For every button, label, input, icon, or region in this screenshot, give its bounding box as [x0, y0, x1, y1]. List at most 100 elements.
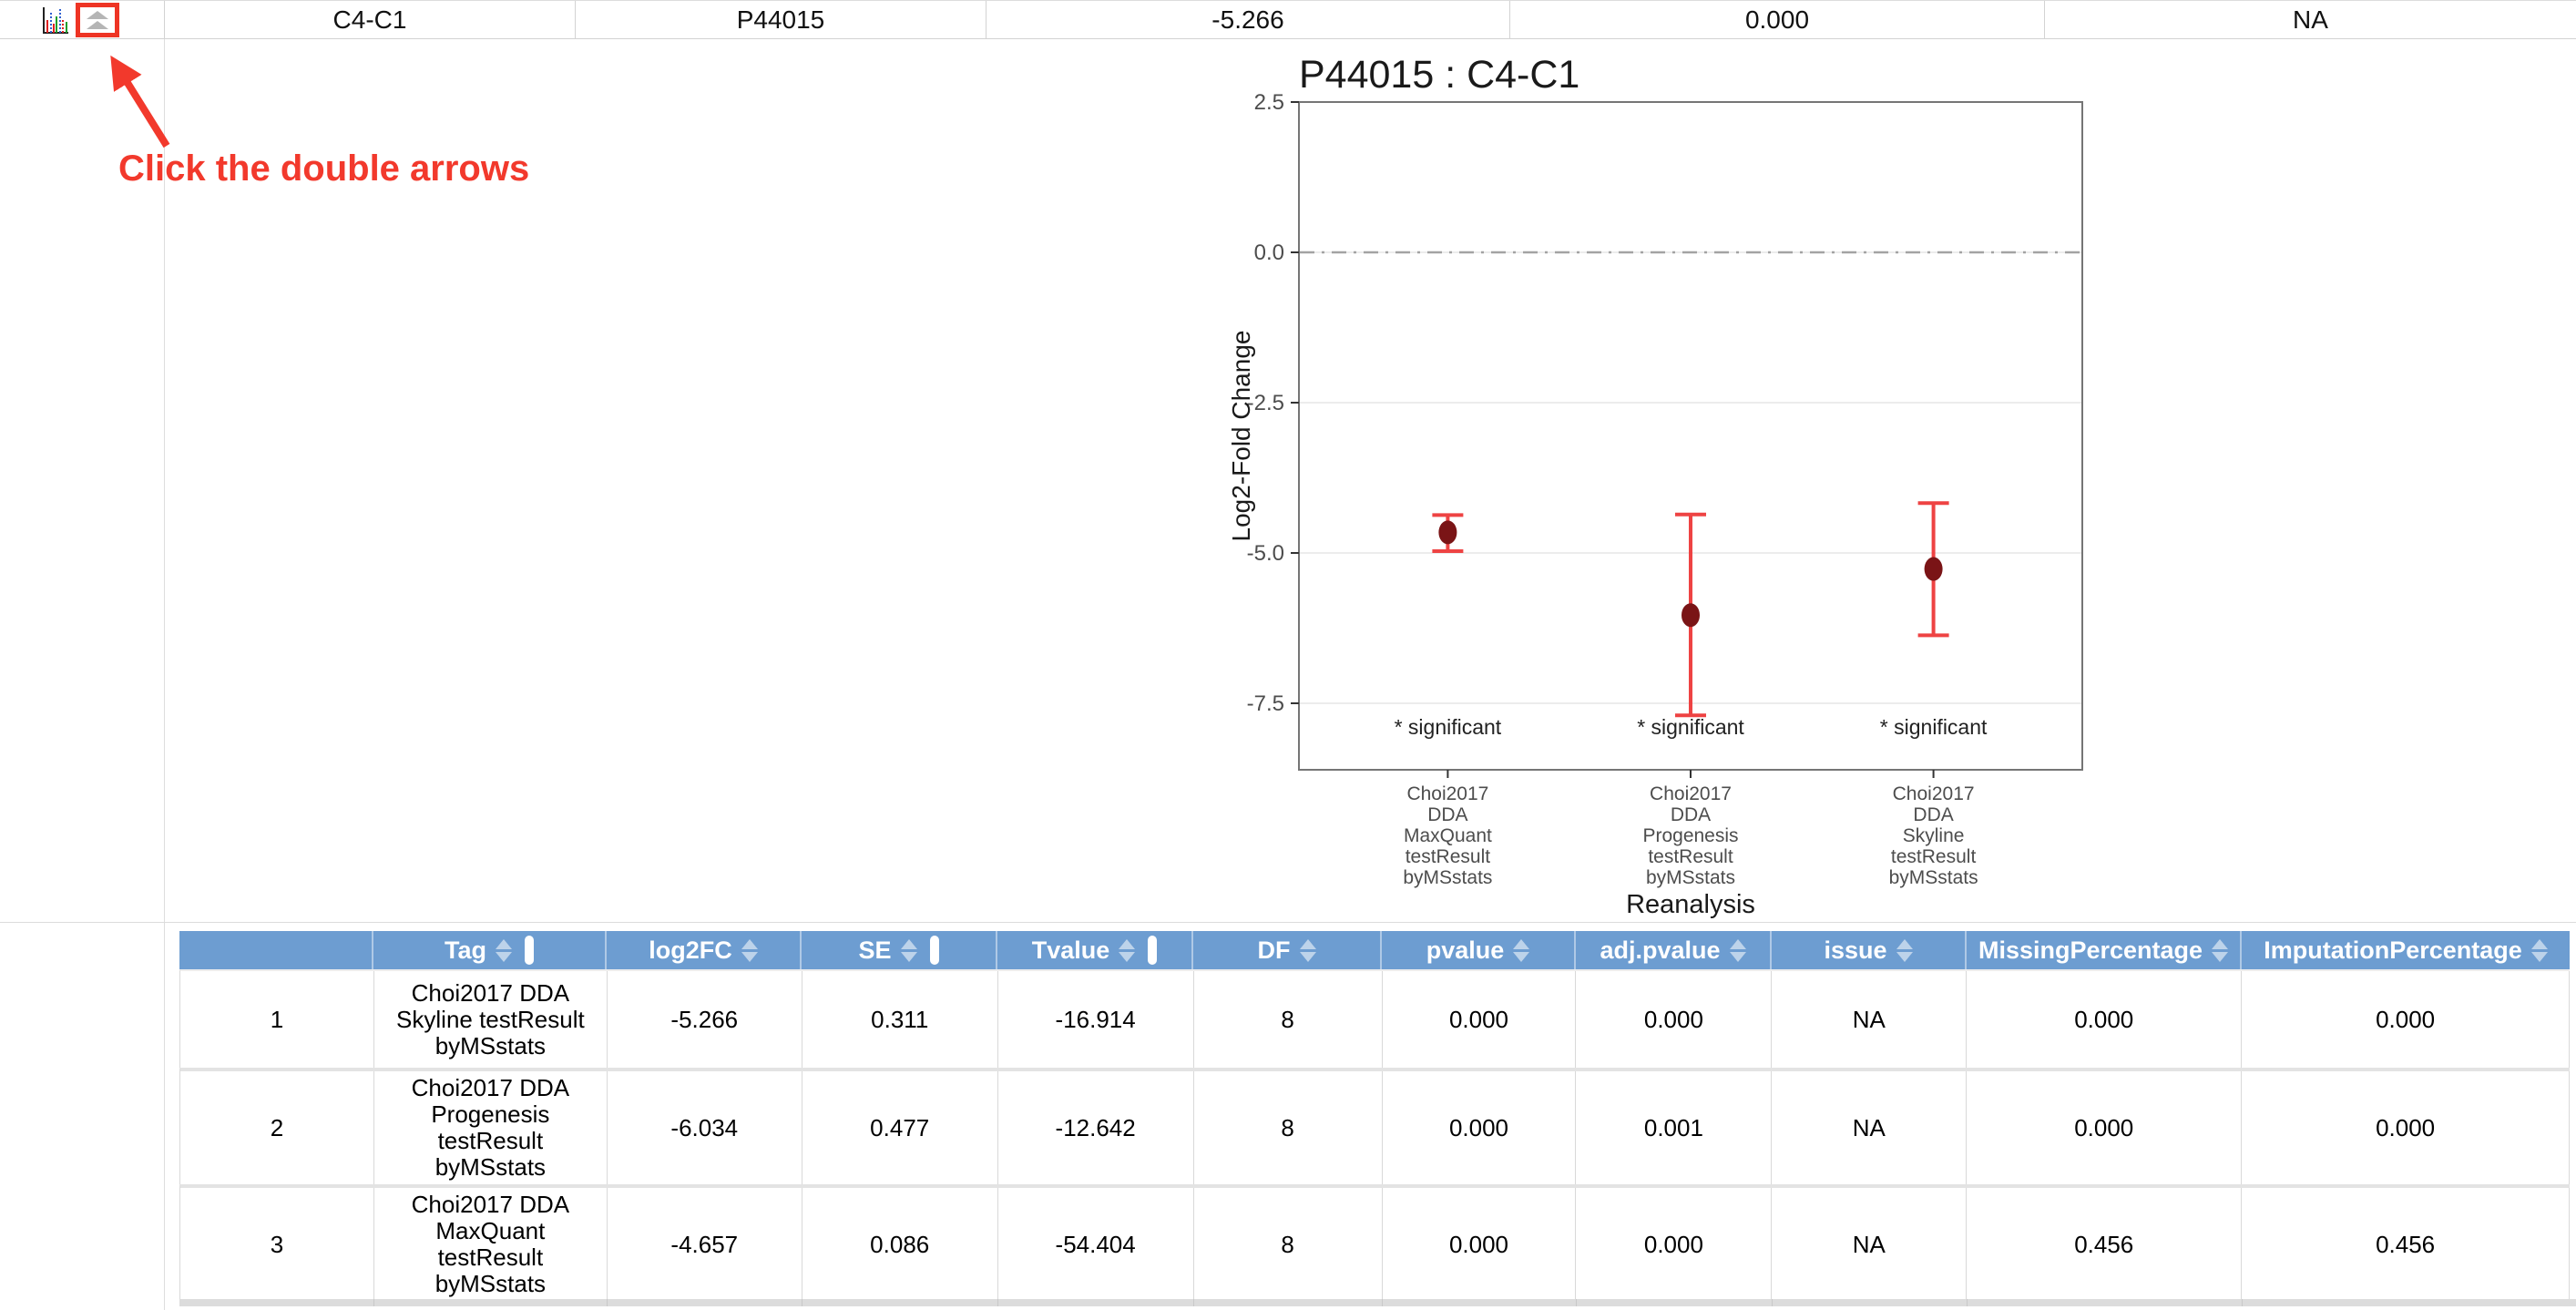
x-tick-label: MaxQuant	[1404, 825, 1492, 846]
cell-pvalue: 0.000	[1383, 1188, 1577, 1301]
x-tick-label: DDA	[1671, 804, 1711, 825]
cell-log2fc: -6.034	[608, 1071, 802, 1184]
sort-arrows-icon[interactable]	[741, 938, 758, 962]
plot-panel-border	[1298, 101, 2083, 771]
cell-tag: Choi2017 DDA MaxQuant testResult byMSsta…	[374, 1188, 608, 1301]
results-table-body: 1 Choi2017 DDA Skyline testResult byMSsta…	[179, 969, 2571, 1301]
cell-df: 8	[1194, 971, 1383, 1068]
column-header-label: issue	[1824, 936, 1887, 964]
selected-row-summary[interactable]: C4-C1 P44015 -5.266 0.000 NA	[0, 0, 2576, 39]
x-tick-label: testResult	[1891, 846, 1977, 867]
summary-cell-log2fc: -5.266	[986, 1, 1510, 38]
cell-issue: NA	[1772, 1188, 1968, 1301]
cell-missing_pct: 0.000	[1967, 1071, 2243, 1184]
next-section-bar	[179, 1299, 2576, 1306]
x-tick-label: byMSstats	[1646, 867, 1735, 888]
column-header-missingpercentage[interactable]: MissingPercentage	[1967, 931, 2242, 969]
cell-tvalue: -12.642	[998, 1071, 1194, 1184]
table-row[interactable]: 1 Choi2017 DDA Skyline testResult byMSsta…	[179, 969, 2571, 1068]
header-divider-bar	[1148, 936, 1158, 965]
summary-cell-icons	[0, 1, 165, 38]
column-header-issue[interactable]: issue	[1772, 931, 1967, 969]
y-tick-label: -2.5	[1247, 391, 1284, 415]
sort-arrows-icon[interactable]	[1119, 938, 1136, 962]
significance-label: * significant	[1395, 715, 1502, 739]
cell-se: 0.311	[802, 971, 998, 1068]
cell-missing_pct: 0.456	[1967, 1188, 2243, 1301]
cell-log2fc: -5.266	[608, 971, 802, 1068]
expand-row-button[interactable]	[76, 2, 119, 37]
cell-pvalue: 0.000	[1383, 1071, 1577, 1184]
column-header-pvalue[interactable]: pvalue	[1382, 931, 1576, 969]
y-tick-label: -7.5	[1247, 691, 1284, 716]
summary-cell-protein: P44015	[576, 1, 986, 38]
cell-se: 0.086	[802, 1188, 998, 1301]
sort-arrows-icon[interactable]	[2212, 938, 2229, 962]
column-header-adj-pvalue[interactable]: adj.pvalue	[1576, 931, 1772, 969]
cell-df: 8	[1194, 1071, 1383, 1184]
annotation-arrow	[110, 55, 170, 148]
column-header-label: Tvalue	[1031, 936, 1110, 964]
cell-df: 8	[1194, 1188, 1383, 1301]
data-point	[1682, 603, 1700, 628]
cell-issue: NA	[1772, 1071, 1968, 1184]
results-table-header: Tag log2FC SE Tvalue DF pvalue adj.pvalue issue…	[179, 931, 2570, 969]
section-separator-line	[0, 922, 2576, 923]
column-header-log2fc[interactable]: log2FC	[607, 931, 802, 969]
cell-issue: NA	[1772, 971, 1968, 1068]
spectrum-chart-icon	[43, 6, 68, 34]
column-header-se[interactable]: SE	[802, 931, 997, 969]
annotation-text: Click the double arrows	[118, 148, 530, 189]
column-border-line	[164, 39, 165, 1310]
column-header-rownum	[179, 931, 373, 969]
results-table: Tag log2FC SE Tvalue DF pvalue adj.pvalue issue…	[179, 931, 2571, 1301]
cell-row-number: 1	[180, 971, 374, 1068]
column-header-label: DF	[1257, 936, 1291, 964]
cell-tvalue: -16.914	[998, 971, 1194, 1068]
column-header-tvalue[interactable]: Tvalue	[997, 931, 1193, 969]
cell-tag: Choi2017 DDA Skyline testResult byMSstat…	[374, 971, 608, 1068]
x-tick-label: Choi2017	[1406, 783, 1488, 804]
x-tick-label: Progenesis	[1642, 825, 1738, 846]
plot-title: P44015 : C4-C1	[1299, 53, 1579, 97]
summary-cell-adj-pvalue: 0.000	[1510, 1, 2045, 38]
sort-arrows-icon[interactable]	[1729, 938, 1746, 962]
x-tick-label: testResult	[1648, 846, 1733, 867]
summary-cell-comparison: C4-C1	[165, 1, 576, 38]
column-header-label: MissingPercentage	[1978, 936, 2203, 964]
column-header-label: adj.pvalue	[1600, 936, 1721, 964]
cell-imputation_pct: 0.000	[2242, 971, 2571, 1068]
table-row[interactable]: 2 Choi2017 DDA Progenesis testResult byMS…	[179, 1068, 2571, 1184]
cell-missing_pct: 0.000	[1967, 971, 2243, 1068]
sort-arrows-icon[interactable]	[900, 938, 917, 962]
cell-row-number: 2	[180, 1071, 374, 1184]
column-header-label: pvalue	[1426, 936, 1505, 964]
cell-tvalue: -54.404	[998, 1188, 1194, 1301]
cell-imputation_pct: 0.000	[2242, 1071, 2571, 1184]
cell-row-number: 3	[180, 1188, 374, 1301]
y-axis-title: Log2-Fold Change	[1227, 331, 1255, 542]
sort-arrows-icon[interactable]	[1299, 938, 1316, 962]
column-header-tag[interactable]: Tag	[373, 931, 607, 969]
column-header-df[interactable]: DF	[1193, 931, 1382, 969]
column-header-label: SE	[858, 936, 892, 964]
column-header-imputationpercentage[interactable]: ImputationPercentage	[2242, 931, 2570, 969]
x-tick-label: Choi2017	[1650, 783, 1732, 804]
x-tick-label: testResult	[1406, 846, 1491, 867]
x-tick-label: DDA	[1913, 804, 1953, 825]
sort-arrows-icon[interactable]	[1896, 938, 1913, 962]
cell-imputation_pct: 0.456	[2242, 1188, 2571, 1301]
table-row[interactable]: 3 Choi2017 DDA MaxQuant testResult byMSst…	[179, 1184, 2571, 1301]
x-tick-label: byMSstats	[1889, 867, 1978, 888]
column-header-label: Tag	[445, 936, 486, 964]
column-header-label: log2FC	[649, 936, 732, 964]
header-divider-bar	[525, 936, 534, 965]
cell-adj_pvalue: 0.000	[1576, 971, 1773, 1068]
sort-arrows-icon[interactable]	[2530, 938, 2548, 962]
header-divider-bar	[929, 936, 939, 965]
sort-arrows-icon[interactable]	[1513, 938, 1530, 962]
sort-arrows-icon[interactable]	[496, 938, 512, 962]
data-point	[1924, 557, 1943, 581]
cell-tag: Choi2017 DDA Progenesis testResult byMSs…	[374, 1071, 608, 1184]
